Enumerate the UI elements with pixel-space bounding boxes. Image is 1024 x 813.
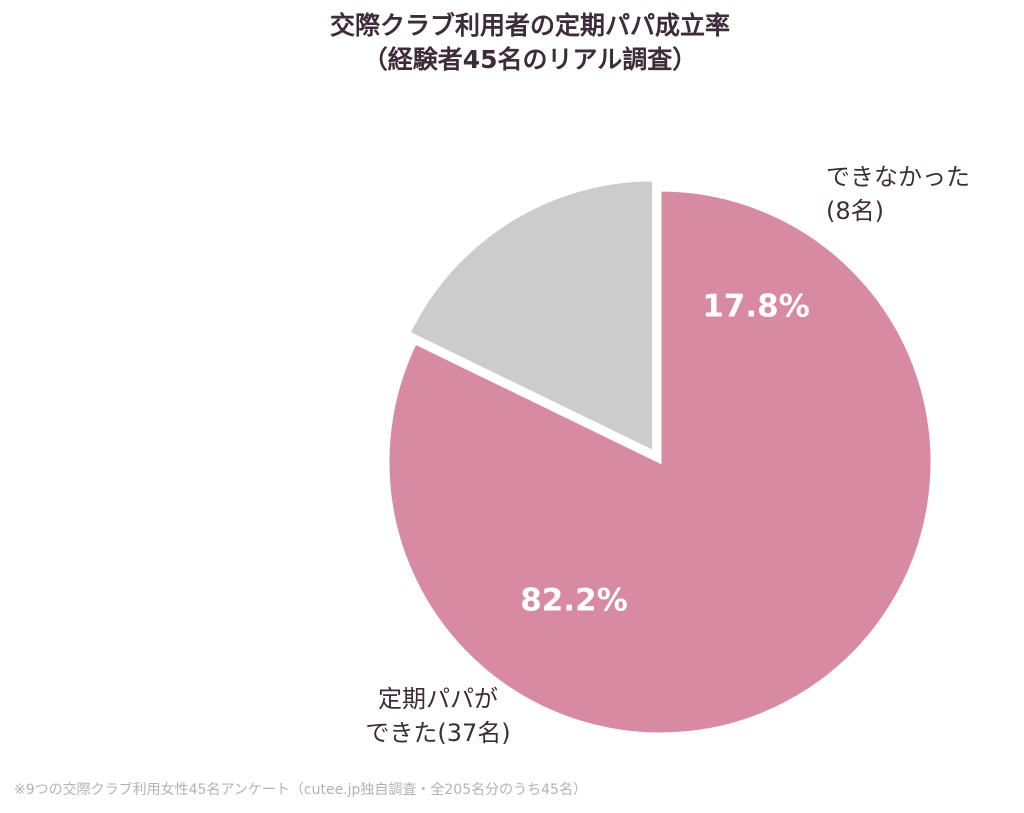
slice-category-label-0-line1: 定期パパが (378, 685, 498, 713)
slice-value-label-1: 17.8% (702, 289, 810, 325)
slice-category-label-1-line1: できなかった (826, 163, 970, 191)
chart-title-line1: 交際クラブ利用者の定期パパ成立率 (329, 11, 730, 40)
slice-category-label-1-line2: (8名) (826, 197, 884, 225)
footnote: ※9つの交際クラブ利用女性45名アンケート（cutee.jp独自調査・全205名… (14, 782, 587, 798)
slice-value-label-0: 82.2% (520, 583, 628, 619)
pie-slice-1 (406, 178, 656, 455)
chart-title-line2: （経験者45名のリアル調査） (362, 45, 698, 74)
slice-category-label-0-line2: できた(37名) (365, 719, 510, 747)
pie-slice-0 (386, 188, 934, 736)
